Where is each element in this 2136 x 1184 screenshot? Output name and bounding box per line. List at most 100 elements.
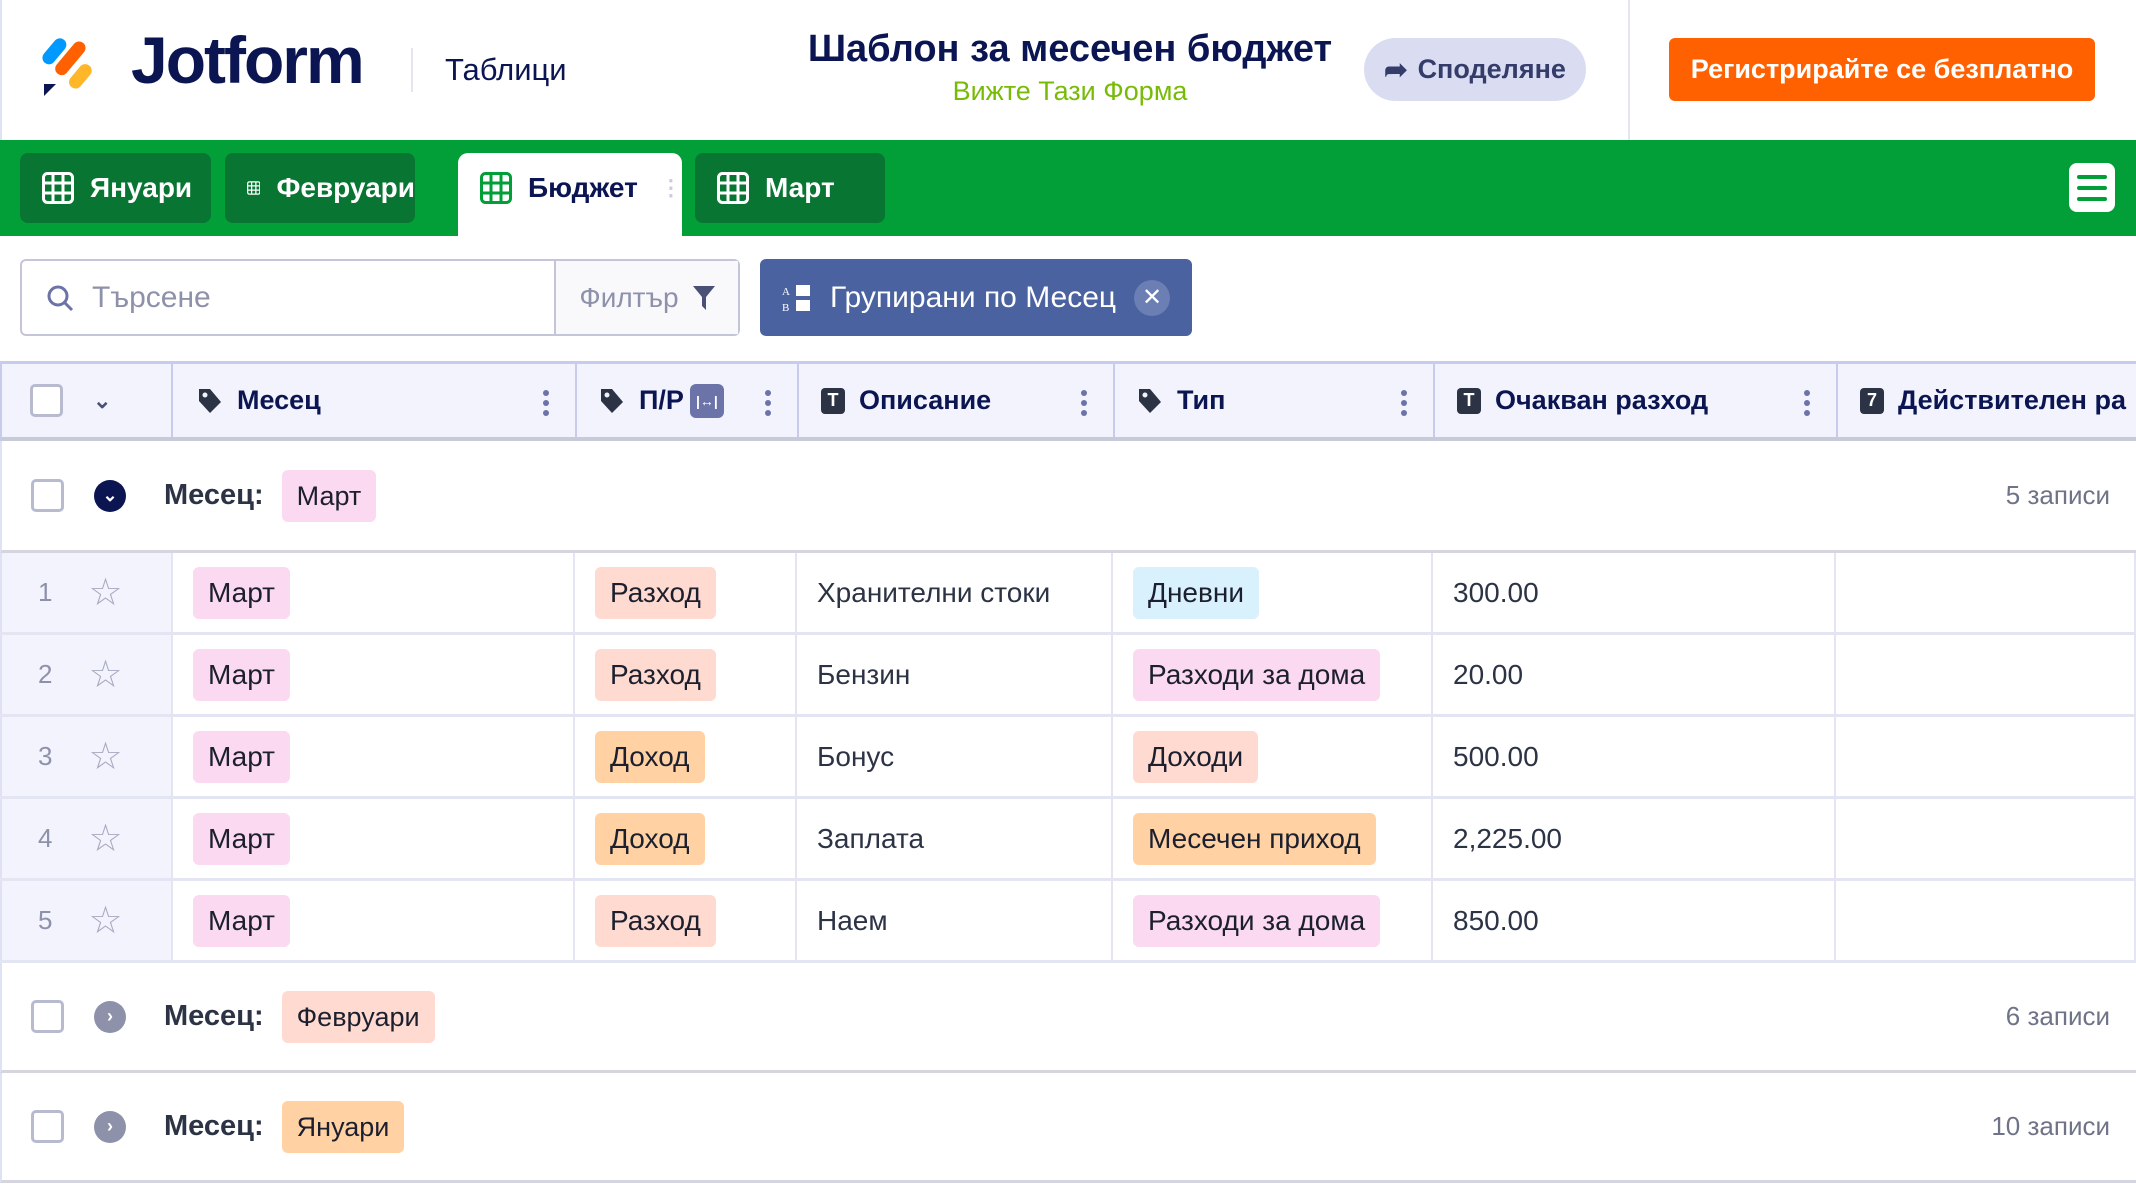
column-header[interactable]: T Описание [799,364,1115,437]
jotform-logo-icon [42,38,92,96]
cell-actual[interactable] [1836,553,2136,632]
star-icon[interactable]: ☆ [88,736,123,778]
tag: Разходи за дома [1133,894,1381,947]
search-icon [47,285,74,311]
tab-label: Бюджет [528,172,638,203]
group-prefix: Месец: [164,1110,264,1142]
cell-month[interactable]: Март [173,799,575,878]
view-form-link[interactable]: Вижте Тази Форма [952,76,1188,106]
column-options-icon[interactable] [543,390,549,416]
remove-group-icon[interactable]: ✕ [1134,279,1171,316]
cell-actual[interactable] [1836,717,2136,796]
column-header[interactable]: T Очакван разход [1435,364,1838,437]
cell-expected[interactable]: 300.00 [1433,553,1836,632]
cell-month[interactable]: Март [173,881,575,960]
cell-month[interactable]: Март [173,717,575,796]
filter-icon [692,285,715,310]
resize-icon[interactable]: |↔| [689,383,724,418]
cell-type[interactable]: Дневни [1113,553,1433,632]
cell-description[interactable]: Наем [797,881,1113,960]
cell-type[interactable]: Месечен приход [1113,799,1433,878]
column-options-icon[interactable] [1401,390,1407,416]
cell-type[interactable]: Разходи за дома [1113,881,1433,960]
cell-month[interactable]: Март [173,553,575,632]
cell-description[interactable]: Бензин [797,635,1113,714]
tab-3[interactable]: Бюджет ⋮ [458,153,682,236]
table-row[interactable]: 1 ☆ Март Разход Хранителни стоки Дневни 300.00 [0,553,2136,635]
svg-text:B: B [782,302,789,313]
group-checkbox[interactable] [31,1000,64,1033]
column-header[interactable]: 7 Действителен ра [1838,364,2136,437]
star-icon[interactable]: ☆ [88,572,123,614]
cell-expected[interactable]: 2,225.00 [1433,799,1836,878]
cell-text: 500.00 [1453,740,1539,772]
chevron-right-icon[interactable]: › [94,1110,126,1143]
row-number: 1 [38,577,53,607]
tab-1[interactable]: Януари [20,153,211,223]
search-input[interactable]: Търсене [22,261,554,334]
row-number: 2 [38,659,53,689]
tab-options-icon[interactable]: ⋮ [659,175,682,200]
divider [411,48,413,92]
chevron-down-icon[interactable]: ⌄ [94,479,126,512]
cell-pr[interactable]: Доход [575,799,797,878]
app-header: Jotform Таблици Шаблон за месечен бюджет… [0,0,2136,140]
column-header[interactable]: Месец [175,364,577,437]
cell-description[interactable]: Хранителни стоки [797,553,1113,632]
column-options-icon[interactable] [765,390,771,416]
tag-icon [599,387,625,415]
table-row[interactable]: 4 ☆ Март Доход Заплата Месечен приход 2,225.00 [0,799,2136,881]
column-options-icon[interactable] [1804,390,1810,416]
cell-actual[interactable] [1836,799,2136,878]
menu-button[interactable] [2069,163,2115,212]
column-header[interactable]: П/Р |↔| [577,364,799,437]
star-icon[interactable]: ☆ [88,900,123,942]
cell-expected[interactable]: 500.00 [1433,717,1836,796]
cell-pr[interactable]: Разход [575,553,797,632]
cell-description[interactable]: Бонус [797,717,1113,796]
cell-type[interactable]: Доходи [1113,717,1433,796]
chevron-down-icon[interactable]: ⌄ [93,387,112,413]
cell-description[interactable]: Заплата [797,799,1113,878]
star-icon[interactable]: ☆ [88,654,123,696]
cell-actual[interactable] [1836,635,2136,714]
star-icon[interactable]: ☆ [88,818,123,860]
cell-pr[interactable]: Доход [575,717,797,796]
share-icon: ➦ [1384,54,1408,85]
register-button[interactable]: Регистрирайте се безплатно [1669,38,2095,101]
cell-pr[interactable]: Разход [575,881,797,960]
cell-text: Заплата [817,822,925,854]
group-checkbox[interactable] [31,1110,64,1143]
cell-type[interactable]: Разходи за дома [1113,635,1433,714]
table-row[interactable]: 5 ☆ Март Разход Наем Разходи за дома 850.00 [0,881,2136,963]
cell-expected[interactable]: 850.00 [1433,881,1836,960]
column-options-icon[interactable] [1081,390,1087,416]
row-number: 4 [38,823,53,853]
share-button[interactable]: ➦ Споделяне [1364,38,1586,101]
section-label: Таблици [445,52,567,87]
tab-4[interactable]: Март [695,153,885,223]
select-all-checkbox[interactable] [30,384,63,417]
share-label: Споделяне [1417,54,1566,84]
cell-expected[interactable]: 20.00 [1433,635,1836,714]
column-label: Очакван разход [1495,385,1709,415]
tag: Март [193,566,290,619]
chevron-right-icon[interactable]: › [94,1000,126,1033]
tag: Доход [595,730,705,783]
tag-icon [197,387,223,415]
column-header[interactable]: Тип [1115,364,1435,437]
table-row[interactable]: 3 ☆ Март Доход Бонус Доходи 500.00 [0,717,2136,799]
tab-bar: Януари Февруари Бюджет ⋮ Март [0,140,2136,236]
filter-button[interactable]: Филтър [554,261,738,334]
table-row[interactable]: 2 ☆ Март Разход Бензин Разходи за дома 20.00 [0,635,2136,717]
cell-pr[interactable]: Разход [575,635,797,714]
jotform-logo-text[interactable]: Jotform [131,23,365,97]
cell-month[interactable]: Март [173,635,575,714]
group-row: › Месец: Януари 10 записи [0,1073,2136,1183]
cell-text: Бензин [817,658,911,690]
tab-2[interactable]: Февруари [225,153,415,223]
group-checkbox[interactable] [31,479,64,512]
row-index-cell: 3 ☆ [0,717,173,796]
cell-actual[interactable] [1836,881,2136,960]
